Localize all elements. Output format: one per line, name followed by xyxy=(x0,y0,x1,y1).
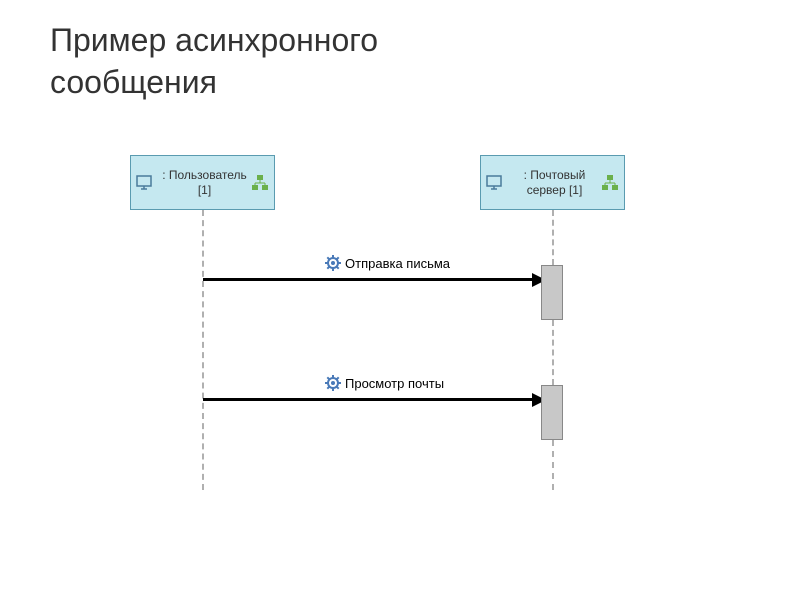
message-arrow xyxy=(203,398,538,401)
sequence-diagram: : Пользователь [1] : Почтовый сервер [1]… xyxy=(100,155,700,515)
message-text: Отправка письма xyxy=(345,256,450,271)
lifeline-head-server: : Почтовый сервер [1] xyxy=(480,155,625,210)
message-text: Просмотр почты xyxy=(345,376,444,391)
slide-title: Пример асинхронного сообщения xyxy=(50,20,378,103)
gear-icon xyxy=(325,375,341,391)
message-label: Просмотр почты xyxy=(325,375,444,391)
screen-icon xyxy=(135,174,157,192)
lifeline-head-user: : Пользователь [1] xyxy=(130,155,275,210)
org-icon xyxy=(250,173,270,193)
gear-icon xyxy=(325,255,341,271)
lifeline-dash-user xyxy=(202,210,204,490)
title-line-2: сообщения xyxy=(50,64,217,100)
screen-icon xyxy=(485,174,507,192)
org-icon xyxy=(600,173,620,193)
activation-bar xyxy=(541,265,563,320)
activation-bar xyxy=(541,385,563,440)
message-arrow xyxy=(203,278,538,281)
lifeline-label-user: : Пользователь [1] xyxy=(161,168,248,197)
title-line-1: Пример асинхронного xyxy=(50,22,378,58)
lifeline-label-server: : Почтовый сервер [1] xyxy=(511,168,598,197)
lifeline-dash-server xyxy=(552,440,554,490)
message-label: Отправка письма xyxy=(325,255,450,271)
lifeline-dash-server xyxy=(552,320,554,385)
lifeline-dash-server xyxy=(552,210,554,265)
